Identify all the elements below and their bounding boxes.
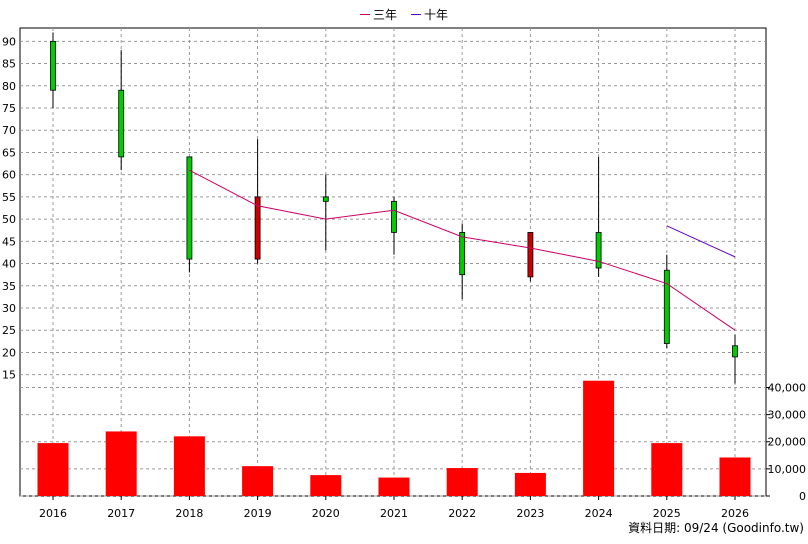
legend-label-3y: 三年: [373, 8, 398, 22]
price-tick-label: 75: [2, 102, 16, 115]
legend-swatch-10y: [411, 14, 422, 15]
volume-bar: [719, 457, 751, 496]
price-tick-label: 50: [2, 213, 16, 226]
legend-item-3y: 三年: [360, 6, 397, 23]
candle-body: [732, 345, 738, 358]
x-tick-label: 2018: [175, 507, 203, 520]
x-tick-label: 2019: [244, 507, 272, 520]
x-tick-label: 2022: [448, 507, 476, 520]
data-date-note: 資料日期: 09/24 (Goodinfo.tw): [628, 521, 804, 535]
volume-bar: [651, 443, 683, 496]
candle-body: [254, 196, 261, 260]
volume-bar: [378, 477, 410, 496]
price-tick-label: 35: [2, 280, 16, 293]
legend-item-10y: 十年: [411, 6, 448, 23]
price-tick-label: 45: [2, 235, 16, 248]
chart-legend: 三年 十年: [360, 6, 448, 23]
price-tick-label: 20: [2, 346, 16, 359]
price-tick-label: 60: [2, 169, 16, 182]
volume-tick-label: 0: [799, 490, 806, 503]
series-line-3y: [189, 169, 736, 331]
candle-body: [663, 269, 670, 344]
volume-bar: [242, 466, 274, 496]
x-tick-label: 2024: [585, 507, 613, 520]
candle-body: [118, 89, 125, 158]
price-tick-label: 15: [2, 369, 16, 382]
x-tick-label: 2023: [516, 507, 544, 520]
volume-tick-label: 40,000: [768, 381, 807, 394]
volume-bar: [310, 475, 342, 496]
candle-body: [595, 232, 602, 269]
series-line-10y: [666, 225, 736, 258]
candle-body: [459, 232, 466, 276]
candle-body: [527, 232, 534, 278]
price-tick-label: 90: [2, 35, 16, 48]
x-tick-label: 2021: [380, 507, 408, 520]
price-tick-label: 65: [2, 146, 16, 159]
legend-swatch-3y: [360, 14, 370, 15]
volume-bar: [37, 443, 69, 496]
legend-label-10y: 十年: [424, 8, 449, 22]
candle-body: [322, 196, 329, 202]
price-tick-label: 80: [2, 80, 16, 93]
price-tick-label: 85: [2, 58, 16, 71]
plot-frame: [19, 27, 767, 497]
volume-bar: [173, 436, 205, 496]
price-tick-label: 30: [2, 302, 16, 315]
x-tick-label: 2016: [39, 507, 67, 520]
volume-bar: [105, 431, 137, 496]
volume-tick-label: 30,000: [768, 409, 807, 422]
candle-body: [391, 200, 397, 233]
volume-bar: [583, 380, 615, 496]
volume-tick-label: 20,000: [768, 436, 807, 449]
x-tick-label: 2026: [721, 507, 749, 520]
volume-bar: [446, 468, 478, 496]
volume-bar: [514, 472, 546, 496]
candle-body: [50, 40, 56, 91]
x-tick-label: 2020: [312, 507, 340, 520]
price-tick-label: 25: [2, 324, 16, 337]
x-tick-label: 2025: [653, 507, 681, 520]
x-tick-label: 2017: [107, 507, 135, 520]
volume-tick-label: 10,000: [768, 463, 807, 476]
price-tick-label: 40: [2, 258, 16, 271]
price-tick-label: 70: [2, 124, 16, 137]
price-tick-label: 55: [2, 191, 16, 204]
candle-body: [186, 156, 193, 260]
